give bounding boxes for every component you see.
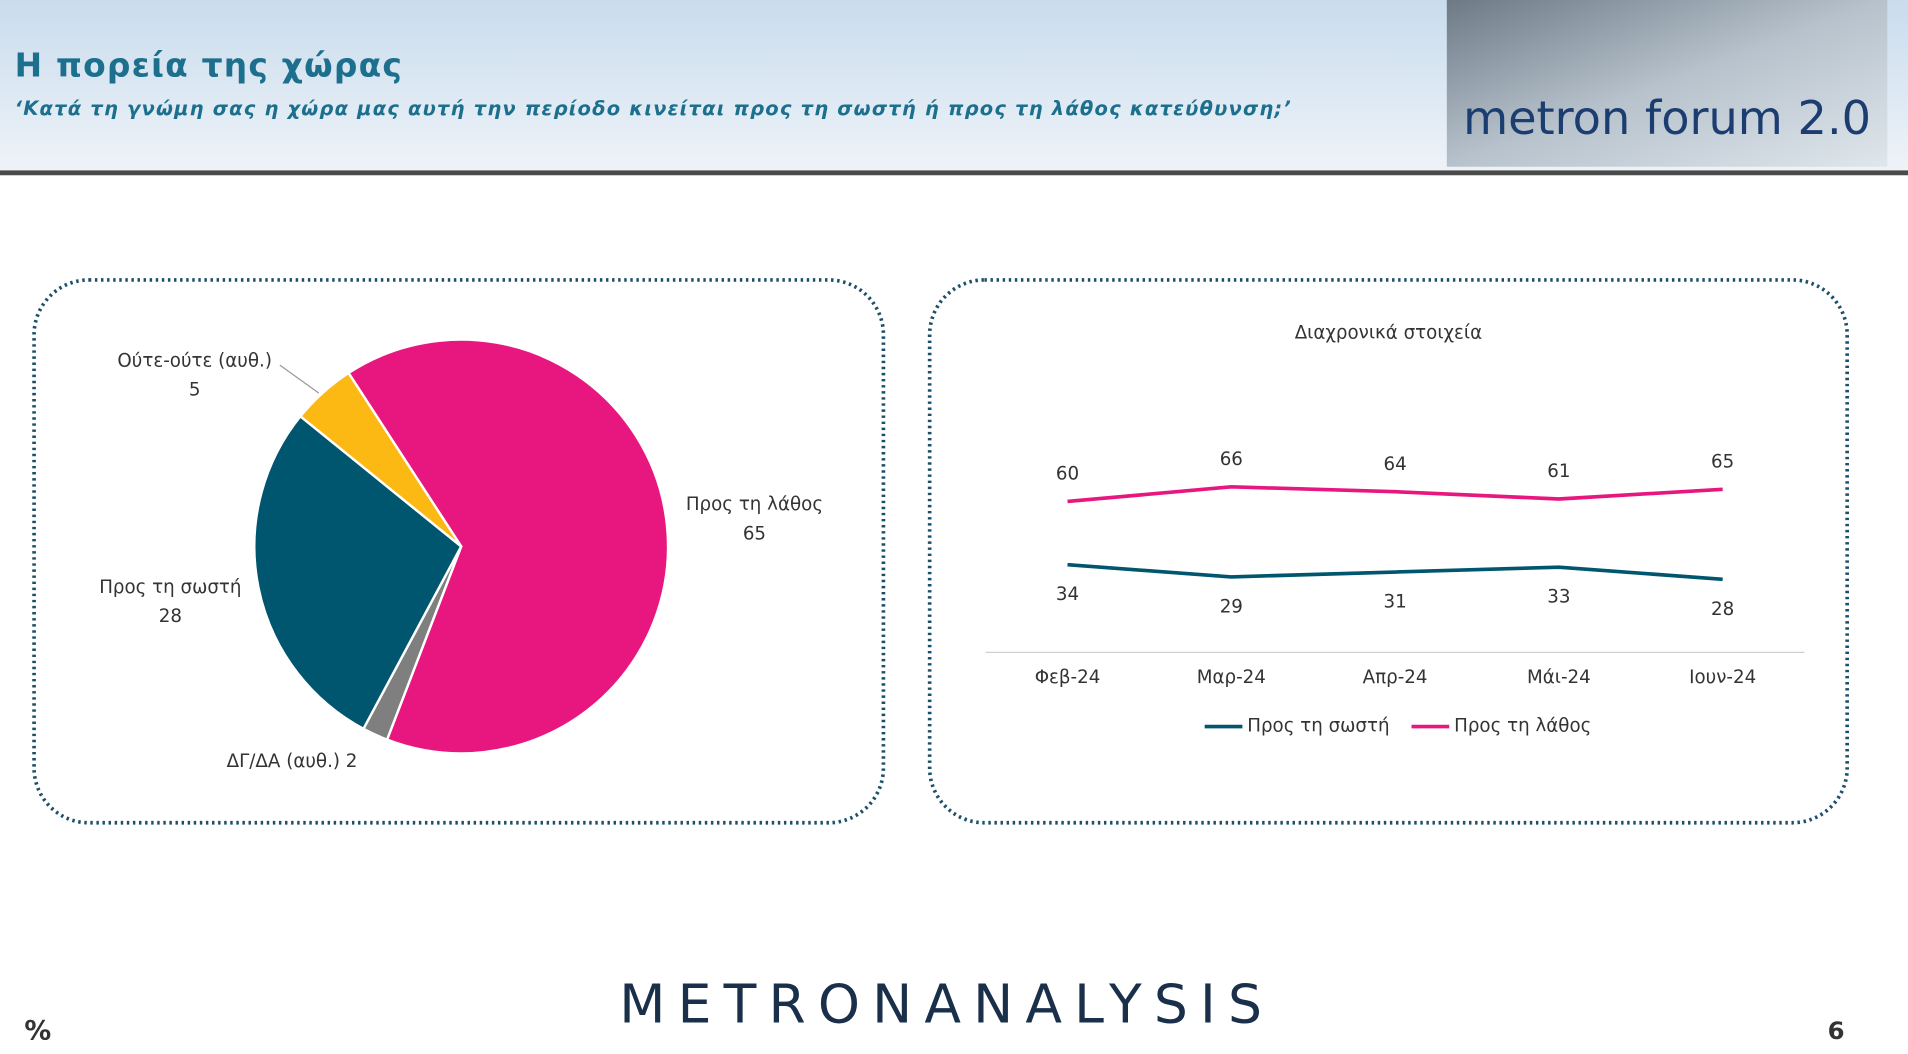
chart-title: Διαχρονικά στοιχεία <box>1295 322 1482 343</box>
x-tick-label: Μαρ-24 <box>1197 667 1266 688</box>
data-label: 33 <box>1547 587 1570 608</box>
leader-line <box>279 364 320 394</box>
pie-label: ΔΓ/ΔΑ (αυθ.) 2 <box>227 751 358 772</box>
data-label: 34 <box>1056 584 1079 605</box>
pie-value: 2 <box>346 751 358 772</box>
x-tick-label: Ιουν-24 <box>1689 667 1756 688</box>
data-label: 66 <box>1220 449 1243 470</box>
brand: METRONANALYSIS <box>619 972 1274 1035</box>
pie-slice <box>346 338 670 755</box>
legend-label: Προς τη σωστή <box>1247 716 1389 737</box>
pie-frame <box>32 278 886 825</box>
slide-subtitle: ‘Κατά τη γνώμη σας η χώρα μας αυτή την π… <box>15 97 1292 120</box>
data-label: 61 <box>1547 461 1570 482</box>
series-line <box>1067 485 1723 504</box>
pie-label: Προς τη σωστή 28 <box>99 577 241 627</box>
legend-label: Προς τη λάθος <box>1454 716 1591 737</box>
data-label: 29 <box>1220 596 1243 617</box>
x-tick-label: Μάι-24 <box>1527 667 1591 688</box>
unit-label: % <box>24 1016 51 1047</box>
line-frame <box>927 278 1849 825</box>
logo-text: metron forum 2.0 <box>1463 91 1871 145</box>
pie-slice <box>253 414 463 731</box>
header-rule <box>0 170 1908 176</box>
data-label: 64 <box>1383 454 1406 475</box>
x-tick-label: Απρ-24 <box>1363 667 1428 688</box>
pie-value: 28 <box>159 606 182 627</box>
series-line <box>1067 562 1723 582</box>
pie-value: 5 <box>189 380 201 401</box>
x-tick-label: Φεβ-24 <box>1035 667 1101 688</box>
pie-category: ΔΓ/ΔΑ (αυθ.) <box>227 751 340 772</box>
pie-category: Προς τη σωστή <box>99 577 241 598</box>
slide-title: Η πορεία της χώρας <box>15 46 403 84</box>
data-label: 60 <box>1056 464 1079 485</box>
data-label: 65 <box>1711 451 1734 472</box>
pie-slice <box>298 371 463 548</box>
data-label: 31 <box>1383 591 1406 612</box>
pie-label: Προς τη λάθος 65 <box>686 494 823 544</box>
page-number: 6 <box>1828 1016 1845 1045</box>
data-label: 28 <box>1711 599 1734 620</box>
pie-category: Προς τη λάθος <box>686 494 823 515</box>
logo-image <box>1446 0 1888 167</box>
pie-label: Ούτε-ούτε (αυθ.) 5 <box>117 350 272 400</box>
pie-value: 65 <box>743 523 766 544</box>
pie-category: Ούτε-ούτε (αυθ.) <box>117 350 272 371</box>
